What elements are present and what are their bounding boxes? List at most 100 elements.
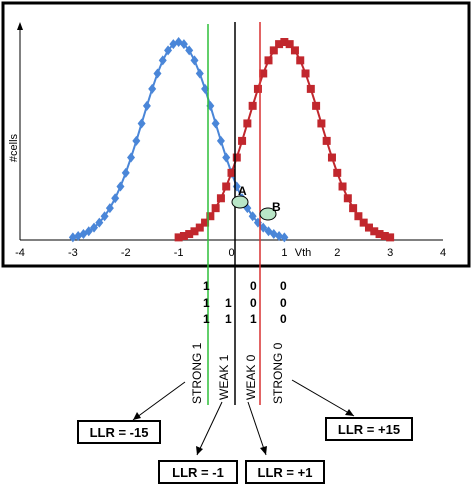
curve-programmed-marker xyxy=(174,233,183,242)
curve-programmed-marker xyxy=(338,182,347,191)
llr-arrowheads xyxy=(133,409,354,455)
curve-programmed-marker xyxy=(253,84,262,93)
curve-programmed-marker xyxy=(296,56,305,65)
curve-erased-marker xyxy=(137,118,146,129)
x-tick-label: -1 xyxy=(174,247,184,259)
curve-erased-marker xyxy=(116,181,125,192)
curve-erased-marker xyxy=(90,222,99,233)
x-axis-label: Vth xyxy=(295,247,312,259)
curve-erased-marker xyxy=(179,39,188,50)
curve-programmed-marker xyxy=(290,46,299,55)
curve-programmed-marker xyxy=(206,212,215,221)
curve-programmed-marker xyxy=(195,223,204,232)
curve-programmed-marker xyxy=(211,204,220,213)
programmed-distribution xyxy=(174,38,395,242)
curve-programmed-marker xyxy=(238,136,247,145)
region-weak-1: WEAK 1 xyxy=(217,354,231,400)
curve-programmed-marker xyxy=(222,182,231,191)
region-strong-1: STRONG 1 xyxy=(190,342,204,404)
curve-erased-marker xyxy=(248,211,257,222)
curve-erased-marker xyxy=(153,68,162,79)
x-tick-labels: -4 -3 -2 -1 0 1 2 3 4 xyxy=(15,247,446,259)
bit-r3-c1: 1 xyxy=(203,312,210,326)
curve-erased-marker xyxy=(127,152,136,163)
chart-frame xyxy=(1,1,471,268)
curve-erased-marker xyxy=(105,203,114,214)
bit-r2-c2: 1 xyxy=(225,296,232,310)
llr-arrows xyxy=(132,379,355,456)
x-tick-label: 4 xyxy=(440,247,446,259)
x-tick-label: -3 xyxy=(68,247,78,259)
curve-erased-marker xyxy=(222,152,231,163)
bit-r3-c4: 0 xyxy=(280,312,287,326)
curve-programmed-marker xyxy=(317,119,326,128)
curve-erased-marker xyxy=(201,83,210,94)
bit-r2-c1: 1 xyxy=(203,296,210,310)
bit-r1-c3: 0 xyxy=(280,279,287,293)
curve-programmed-marker xyxy=(190,227,199,236)
curve-programmed-marker xyxy=(364,223,373,232)
curve-programmed-marker xyxy=(232,153,241,162)
curve-programmed-marker xyxy=(280,38,289,46)
curve-erased-marker xyxy=(280,232,289,243)
curve-erased-marker xyxy=(148,83,157,94)
point-b-label: B xyxy=(272,200,281,214)
curve-programmed-marker xyxy=(322,136,331,145)
curve-programmed-marker xyxy=(259,69,268,78)
bit-r3-c2: 1 xyxy=(225,312,232,326)
curve-programmed-marker xyxy=(243,119,252,128)
curve-programmed-marker xyxy=(301,69,310,78)
curve-erased-marker xyxy=(164,45,173,56)
curve-erased-marker xyxy=(259,222,268,233)
curve-programmed-marker xyxy=(354,212,363,221)
curve-programmed-marker xyxy=(185,230,194,239)
curve-programmed-marker xyxy=(359,218,368,227)
curve-programmed-marker xyxy=(386,233,395,242)
bit-r3-c3: 1 xyxy=(250,312,257,326)
x-tick-label: -2 xyxy=(121,247,131,259)
curve-programmed-marker xyxy=(264,56,273,65)
curve-programmed-marker xyxy=(312,101,321,110)
curve-programmed-marker xyxy=(227,168,236,177)
curve-erased-marker xyxy=(132,135,141,146)
point-a-marker xyxy=(231,195,249,209)
curve-erased-marker xyxy=(84,226,93,237)
curve-erased-marker xyxy=(185,45,194,56)
curve-erased-marker xyxy=(142,100,151,111)
region-weak-0: WEAK 0 xyxy=(244,354,258,400)
bit-r1-c2: 0 xyxy=(250,279,257,293)
curve-erased-marker xyxy=(190,55,199,66)
curve-programmed-marker xyxy=(370,227,379,236)
point-a-label: A xyxy=(238,184,247,198)
curve-erased-marker xyxy=(275,231,284,242)
curve-programmed-marker xyxy=(375,230,384,239)
y-axis-label: #cells xyxy=(8,133,20,162)
curve-erased-marker xyxy=(121,167,130,178)
region-strong-0: STRONG 0 xyxy=(271,342,285,404)
curve-erased-marker xyxy=(68,232,77,243)
curve-programmed-marker xyxy=(343,194,352,203)
curve-programmed-marker xyxy=(327,153,336,162)
curve-programmed-marker xyxy=(179,232,188,241)
curve-erased-marker xyxy=(195,68,204,79)
curve-erased-marker xyxy=(158,55,167,66)
curve-erased-marker xyxy=(95,217,104,228)
x-tick-label: -4 xyxy=(15,247,25,259)
curve-programmed-marker xyxy=(201,218,210,227)
x-tick-label: 3 xyxy=(387,247,393,259)
x-tick-label: 0 xyxy=(228,247,234,259)
bit-r2-c3: 0 xyxy=(250,296,257,310)
curve-programmed-marker xyxy=(306,84,315,93)
x-tick-label: 2 xyxy=(334,247,340,259)
bit-r1-c1: 1 xyxy=(203,279,210,293)
curve-erased-marker xyxy=(211,118,220,129)
bit-r2-c4: 0 xyxy=(280,296,287,310)
x-tick-label: 1 xyxy=(281,247,287,259)
llr-box-weak-0: LLR = +1 xyxy=(245,460,325,484)
curve-programmed-marker xyxy=(285,40,294,49)
curve-programmed-marker xyxy=(248,101,257,110)
llr-box-weak-1: LLR = -1 xyxy=(158,460,238,484)
curve-programmed-marker xyxy=(349,204,358,213)
curve-programmed-marker xyxy=(333,168,342,177)
